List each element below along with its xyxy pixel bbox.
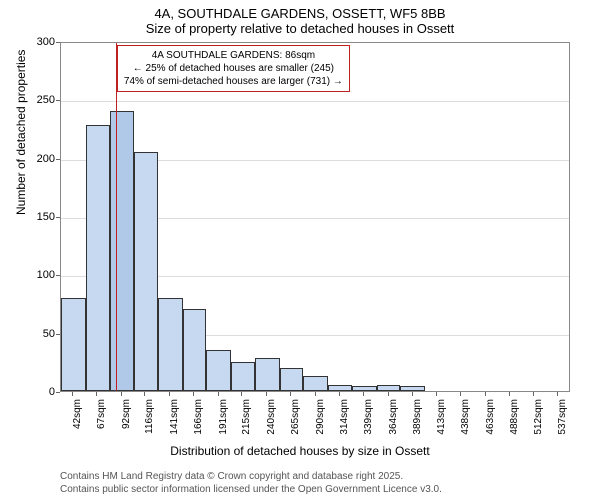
x-tick-label: 265sqm	[290, 399, 301, 439]
x-tick-label: 116sqm	[144, 399, 155, 439]
x-tick-mark	[315, 392, 316, 396]
x-tick-mark	[241, 392, 242, 396]
x-tick-label: 438sqm	[460, 399, 471, 439]
chart-title-sub: Size of property relative to detached ho…	[0, 21, 600, 36]
x-tick-mark	[121, 392, 122, 396]
x-tick-label: 512sqm	[533, 399, 544, 439]
histogram-bar	[328, 385, 353, 391]
y-tick-label: 0	[49, 386, 55, 398]
histogram-bar	[110, 111, 134, 391]
x-tick-label: 314sqm	[339, 399, 350, 439]
x-tick-mark	[266, 392, 267, 396]
x-tick-label: 240sqm	[266, 399, 277, 439]
histogram-bar	[158, 298, 183, 391]
y-tick-mark	[56, 217, 60, 218]
plot-area: 4A SOUTHDALE GARDENS: 86sqm← 25% of deta…	[60, 42, 570, 392]
x-tick-mark	[218, 392, 219, 396]
x-tick-mark	[290, 392, 291, 396]
histogram-bar	[183, 309, 207, 391]
annotation-box: 4A SOUTHDALE GARDENS: 86sqm← 25% of deta…	[117, 45, 350, 92]
histogram-bar	[352, 386, 377, 391]
x-tick-label: 191sqm	[218, 399, 229, 439]
x-tick-mark	[485, 392, 486, 396]
chart-title-main: 4A, SOUTHDALE GARDENS, OSSETT, WF5 8BB	[0, 0, 600, 21]
x-tick-label: 339sqm	[363, 399, 374, 439]
histogram-bar	[61, 298, 86, 391]
annotation-text: 74% of semi-detached houses are larger (…	[124, 75, 343, 88]
x-tick-label: 290sqm	[315, 399, 326, 439]
histogram-bar	[206, 350, 231, 391]
x-tick-label: 67sqm	[96, 399, 107, 439]
y-tick-label: 300	[37, 36, 55, 48]
x-tick-mark	[169, 392, 170, 396]
y-tick-label: 50	[43, 328, 55, 340]
histogram-bar	[400, 386, 425, 391]
x-tick-mark	[533, 392, 534, 396]
x-tick-mark	[460, 392, 461, 396]
attribution-line1: Contains HM Land Registry data © Crown c…	[60, 470, 442, 483]
x-tick-mark	[144, 392, 145, 396]
x-axis-title: Distribution of detached houses by size …	[0, 444, 600, 458]
attribution-line2: Contains public sector information licen…	[60, 483, 442, 496]
x-tick-mark	[388, 392, 389, 396]
y-tick-mark	[56, 392, 60, 393]
histogram-bar	[134, 152, 159, 391]
y-tick-label: 250	[37, 94, 55, 106]
x-tick-mark	[436, 392, 437, 396]
y-tick-label: 150	[37, 211, 55, 223]
histogram-bar	[86, 125, 111, 391]
y-tick-mark	[56, 275, 60, 276]
x-tick-label: 42sqm	[72, 399, 83, 439]
annotation-text: ← 25% of detached houses are smaller (24…	[124, 62, 343, 75]
y-tick-label: 200	[37, 153, 55, 165]
chart-container: 4A, SOUTHDALE GARDENS, OSSETT, WF5 8BB S…	[0, 0, 600, 500]
histogram-bar	[231, 362, 256, 391]
annotation-text: 4A SOUTHDALE GARDENS: 86sqm	[124, 49, 343, 62]
x-tick-label: 364sqm	[388, 399, 399, 439]
x-tick-mark	[412, 392, 413, 396]
y-tick-mark	[56, 42, 60, 43]
x-tick-label: 488sqm	[509, 399, 520, 439]
histogram-bar	[303, 376, 328, 391]
x-tick-label: 463sqm	[485, 399, 496, 439]
attribution: Contains HM Land Registry data © Crown c…	[60, 470, 442, 496]
x-tick-mark	[193, 392, 194, 396]
x-tick-mark	[363, 392, 364, 396]
x-tick-label: 537sqm	[557, 399, 568, 439]
x-tick-mark	[339, 392, 340, 396]
gridline	[61, 101, 569, 102]
histogram-bar	[377, 385, 401, 391]
x-tick-mark	[509, 392, 510, 396]
x-tick-label: 413sqm	[436, 399, 447, 439]
y-tick-mark	[56, 334, 60, 335]
y-tick-mark	[56, 159, 60, 160]
y-tick-label: 100	[37, 269, 55, 281]
reference-line	[116, 43, 117, 391]
histogram-bar	[280, 368, 304, 391]
y-tick-mark	[56, 100, 60, 101]
x-tick-label: 141sqm	[169, 399, 180, 439]
histogram-bar	[255, 358, 280, 391]
x-tick-mark	[96, 392, 97, 396]
x-tick-mark	[557, 392, 558, 396]
x-tick-label: 215sqm	[241, 399, 252, 439]
x-tick-label: 166sqm	[193, 399, 204, 439]
x-tick-mark	[72, 392, 73, 396]
x-tick-label: 92sqm	[121, 399, 132, 439]
x-tick-label: 389sqm	[412, 399, 423, 439]
y-axis-title: Number of detached properties	[14, 50, 28, 215]
